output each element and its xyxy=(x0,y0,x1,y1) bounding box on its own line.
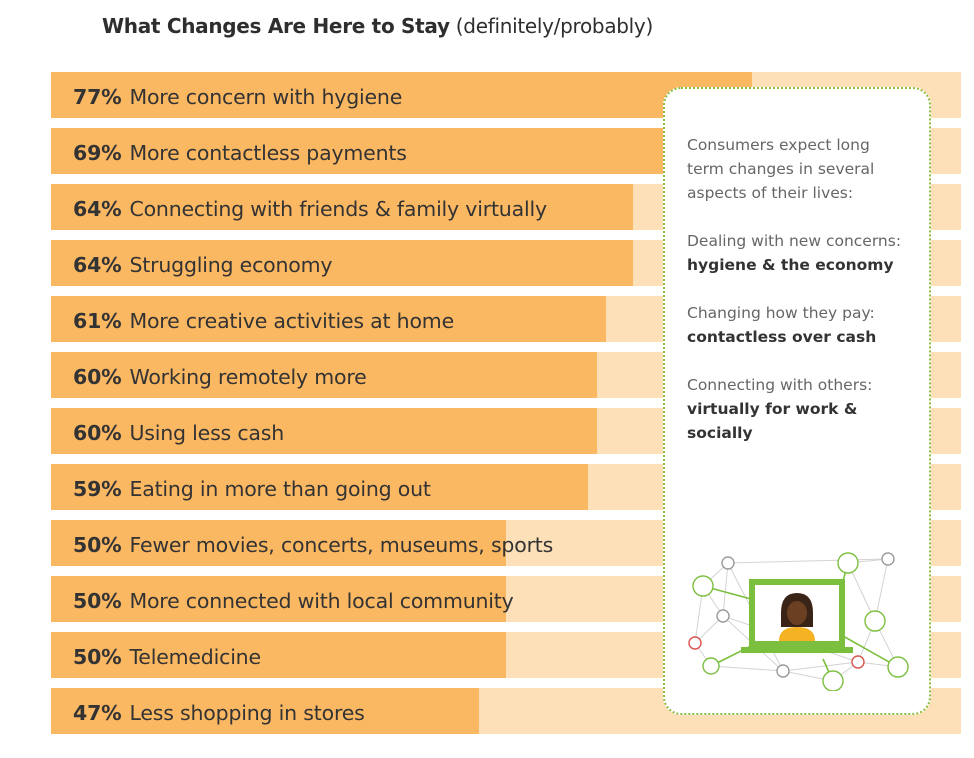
bar-label: 47% Less shopping in stores xyxy=(73,688,365,734)
bar-label: 69% More contactless payments xyxy=(73,128,407,174)
bar-value-label: 59% xyxy=(73,477,122,501)
bar-value-label: 60% xyxy=(73,421,122,445)
bar-category-label: More concern with hygiene xyxy=(129,85,403,109)
callout-text: Consumers expect long term changes in se… xyxy=(687,133,909,469)
bar-category-label: More contactless payments xyxy=(129,141,407,165)
bar-category-label: Telemedicine xyxy=(129,645,261,669)
bar xyxy=(51,632,506,678)
bar xyxy=(51,464,588,510)
bar xyxy=(51,688,479,734)
callout-item-bold: virtually for work & socially xyxy=(687,400,858,442)
laptop-person-icon xyxy=(741,579,853,653)
bar-category-label: Connecting with friends & family virtual… xyxy=(129,197,547,221)
bar-category-label: Using less cash xyxy=(129,421,285,445)
bar-label: 64% Struggling economy xyxy=(73,240,333,286)
bar-value-label: 60% xyxy=(73,365,122,389)
callout-item-lead: Changing how they pay: xyxy=(687,304,875,322)
bar-value-label: 64% xyxy=(73,253,122,277)
bar xyxy=(51,576,506,622)
bar-value-label: 61% xyxy=(73,309,122,333)
bar xyxy=(51,408,597,454)
callout-intro: Consumers expect long term changes in se… xyxy=(687,136,875,202)
network-node-icons xyxy=(688,552,909,691)
bar xyxy=(51,184,633,230)
bar xyxy=(51,72,752,118)
callout-item-bold: contactless over cash xyxy=(687,328,877,346)
bar-category-label: Fewer movies, concerts, museums, sports xyxy=(129,533,554,557)
bar xyxy=(51,296,606,342)
bar-label: 77% More concern with hygiene xyxy=(73,72,402,118)
bar-value-label: 50% xyxy=(73,645,122,669)
chart-title-main: What Changes Are Here to Stay xyxy=(102,14,450,38)
bar-category-label: Struggling economy xyxy=(129,253,333,277)
chart-title-sub: (definitely/probably) xyxy=(455,14,653,38)
bar-label: 50% Fewer movies, concerts, museums, spor… xyxy=(73,520,553,566)
bar-value-label: 50% xyxy=(73,533,122,557)
callout-item: Dealing with new concerns: hygiene & the… xyxy=(687,229,909,277)
bar-value-label: 69% xyxy=(73,141,122,165)
bar-value-label: 77% xyxy=(73,85,122,109)
bar-label: 50% More connected with local community xyxy=(73,576,514,622)
callout-item: Changing how they pay: contactless over … xyxy=(687,301,909,349)
bar-category-label: Working remotely more xyxy=(129,365,367,389)
bar-row: 60% Working remotely more xyxy=(51,352,961,398)
connected-laptop-illustration xyxy=(688,552,909,691)
bar-category-label: Less shopping in stores xyxy=(129,701,365,725)
callout-item: Connecting with others: virtually for wo… xyxy=(687,373,909,445)
bar-label: 61% More creative activities at home xyxy=(73,296,454,342)
bar-category-label: Eating in more than going out xyxy=(129,477,431,501)
bar-category-label: More creative activities at home xyxy=(129,309,454,333)
bar xyxy=(51,352,597,398)
bar-label: 64% Connecting with friends & family virt… xyxy=(73,184,547,230)
callout-item-lead: Connecting with others: xyxy=(687,376,873,394)
bar xyxy=(51,240,633,286)
callout-item-lead: Dealing with new concerns: xyxy=(687,232,902,250)
bar-value-label: 47% xyxy=(73,701,122,725)
bar-label: 60% Using less cash xyxy=(73,408,284,454)
bar-label: 59% Eating in more than going out xyxy=(73,464,431,510)
bar-value-label: 50% xyxy=(73,589,122,613)
bar xyxy=(51,520,506,566)
chart-title: What Changes Are Here to Stay (definitel… xyxy=(102,14,653,38)
bar xyxy=(51,128,679,174)
insight-callout: Consumers expect long term changes in se… xyxy=(663,87,931,715)
bar-category-label: More connected with local community xyxy=(129,589,514,613)
bar-value-label: 64% xyxy=(73,197,122,221)
bar-label: 50% Telemedicine xyxy=(73,632,261,678)
callout-item-bold: hygiene & the economy xyxy=(687,256,894,274)
bar-label: 60% Working remotely more xyxy=(73,352,367,398)
